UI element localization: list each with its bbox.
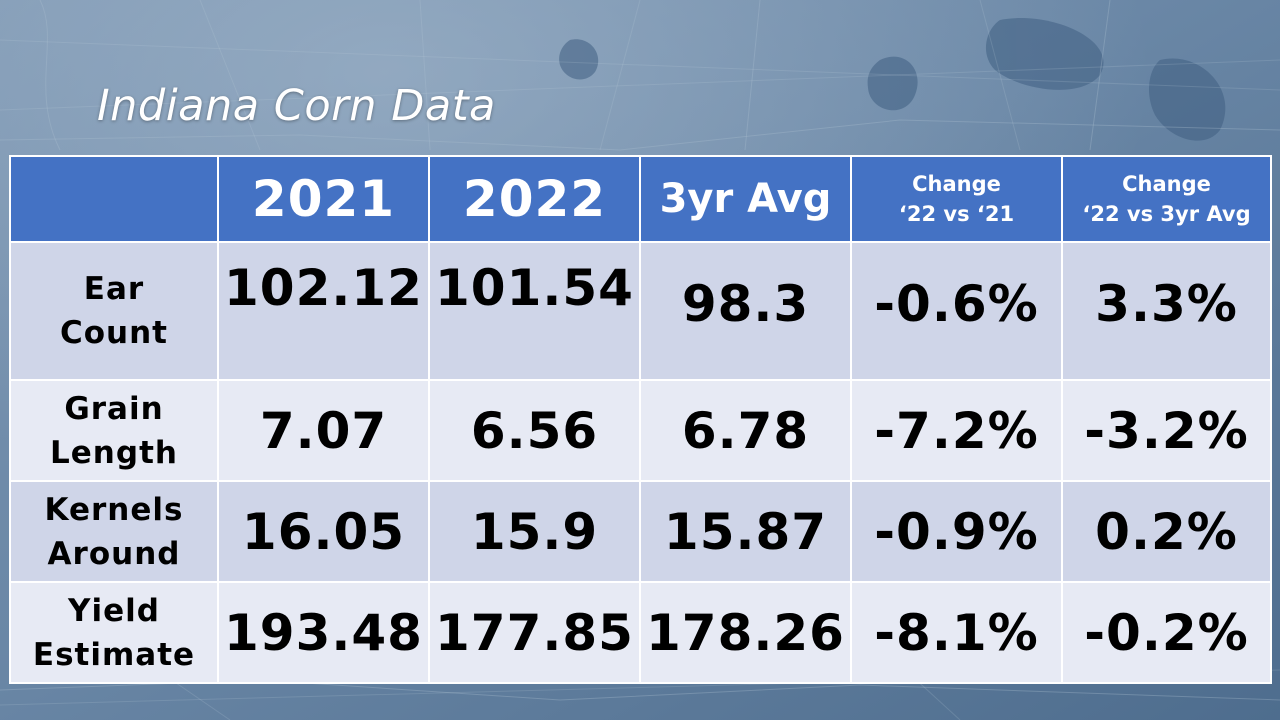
table-row-kernels-around: Kernels Around 16.05 15.9 15.87 -0.9% 0.… — [9, 480, 1272, 583]
cell-change-vs-3yr-avg: 0.2% — [1061, 480, 1272, 583]
cell-3yr-avg: 178.26 — [639, 581, 852, 684]
cell-change-vs-2021: -8.1% — [850, 581, 1063, 684]
header-2022: 2022 — [428, 155, 641, 243]
cell-change-vs-2021: -7.2% — [850, 379, 1063, 482]
header-3yr-avg: 3yr Avg — [639, 155, 852, 243]
cell-3yr-avg: 15.87 — [639, 480, 852, 583]
row-label-grain-length: Grain Length — [9, 379, 219, 482]
corn-data-table: 2021 2022 3yr Avg Change ‘22 vs ‘21 Chan… — [9, 155, 1272, 684]
row-label-ear-count: Ear Count — [9, 241, 219, 381]
cell-change-vs-3yr-avg: -3.2% — [1061, 379, 1272, 482]
map-lakes — [559, 18, 1226, 141]
row-label-line: Kernels — [44, 491, 184, 528]
cell-2021: 16.05 — [217, 480, 430, 583]
header-change-vs-2021: Change ‘22 vs ‘21 — [850, 155, 1063, 243]
cell-3yr-avg: 98.3 — [639, 241, 852, 381]
page-title: Indiana Corn Data — [97, 81, 496, 131]
cell-3yr-avg: 6.78 — [639, 379, 852, 482]
row-label-line: Around — [47, 535, 181, 572]
row-label-line: Grain — [64, 390, 164, 427]
cell-2021: 102.12 — [217, 241, 430, 381]
header-change-vs-2021-line2: ‘22 vs ‘21 — [898, 202, 1015, 226]
header-change-vs-2021-line1: Change — [912, 172, 1001, 196]
cell-2022: 101.54 — [428, 241, 641, 381]
header-2021: 2021 — [217, 155, 430, 243]
row-label-line: Estimate — [32, 636, 196, 673]
table-header-row: 2021 2022 3yr Avg Change ‘22 vs ‘21 Chan… — [9, 155, 1272, 243]
header-change-vs-3yr-avg: Change ‘22 vs 3yr Avg — [1061, 155, 1272, 243]
cell-change-vs-3yr-avg: -0.2% — [1061, 581, 1272, 684]
table-row-grain-length: Grain Length 7.07 6.56 6.78 -7.2% -3.2% — [9, 379, 1272, 482]
cell-2021: 193.48 — [217, 581, 430, 684]
cell-change-vs-2021: -0.6% — [850, 241, 1063, 381]
row-label-line: Ear — [83, 271, 145, 307]
header-empty-cell — [9, 155, 219, 243]
header-change-vs-avg-line1: Change — [1122, 172, 1211, 196]
cell-2022: 177.85 — [428, 581, 641, 684]
row-label-line: Length — [50, 434, 178, 471]
cell-2022: 6.56 — [428, 379, 641, 482]
map-borders — [0, 0, 1280, 701]
cell-2021: 7.07 — [217, 379, 430, 482]
table-row-ear-count: Ear Count 102.12 101.54 98.3 -0.6% 3.3% — [9, 241, 1272, 381]
cell-2022: 15.9 — [428, 480, 641, 583]
table-row-yield-estimate: Yield Estimate 193.48 177.85 178.26 -8.1… — [9, 581, 1272, 684]
row-label-line: Count — [59, 315, 168, 351]
header-change-vs-avg-line2: ‘22 vs 3yr Avg — [1082, 202, 1251, 226]
cell-change-vs-2021: -0.9% — [850, 480, 1063, 583]
cell-change-vs-3yr-avg: 3.3% — [1061, 241, 1272, 381]
row-label-yield-estimate: Yield Estimate — [9, 581, 219, 684]
row-label-kernels-around: Kernels Around — [9, 480, 219, 583]
row-label-line: Yield — [68, 592, 160, 629]
